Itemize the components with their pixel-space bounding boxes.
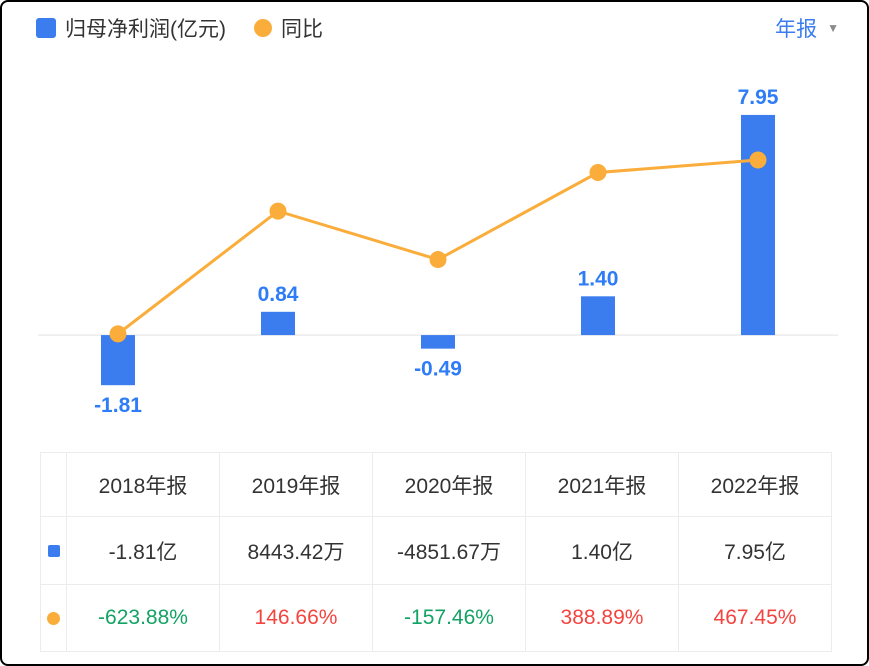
yoy-value-2020: -157.46%: [373, 585, 526, 652]
bar-2021年报: [581, 296, 615, 336]
profit-value-2020: -4851.67万: [373, 517, 526, 585]
legend-bar: 归母净利润(亿元) 同比 年报 ▼: [36, 14, 839, 42]
bar-2022年报: [741, 114, 775, 336]
table-corner-cell: [41, 453, 67, 517]
yoy-line: [117, 158, 759, 336]
profit-value-2019: 8443.42万: [220, 517, 373, 585]
yoy-value-2018: -623.88%: [67, 585, 220, 652]
profit-value-2018: -1.81亿: [67, 517, 220, 585]
legend-item-yoy: 同比: [254, 13, 323, 43]
yoy-value-2022: 467.45%: [679, 585, 832, 652]
yoy-point-2021年报: [589, 164, 607, 182]
bar-value-label-2022年报: 7.95: [738, 86, 779, 109]
dropdown-arrow-icon[interactable]: ▼: [827, 21, 839, 35]
bar-2018年报: [101, 335, 135, 386]
profit-row-marker-icon: [47, 544, 60, 557]
period-dropdown[interactable]: 年报 ▼: [775, 13, 839, 43]
bar-value-label-2019年报: 0.84: [258, 283, 299, 306]
bar-value-label-2021年报: 1.40: [578, 267, 619, 290]
period-dropdown-label[interactable]: 年报: [775, 18, 818, 41]
bar-series-swatch-icon: [36, 18, 56, 38]
bar-series-label: 归母净利润(亿元): [65, 18, 226, 41]
table-header-2019: 2019年报: [220, 453, 373, 517]
bar-value-label-2020年报: -0.49: [414, 358, 462, 381]
profit-value-2022: 7.95亿: [679, 517, 832, 585]
line-series-dot-icon: [254, 19, 272, 37]
report-table: 2018年报 2019年报 2020年报 2021年报 2022年报 -1.81…: [40, 452, 832, 652]
line-series-label: 同比: [281, 18, 323, 41]
yoy-point-2018年报: [109, 325, 127, 343]
yoy-value-2019: 146.66%: [220, 585, 373, 652]
legend-item-net-profit: 归母净利润(亿元): [36, 13, 226, 43]
yoy-point-2022年报: [749, 151, 767, 169]
table-header-2021: 2021年报: [526, 453, 679, 517]
table-header-2020: 2020年报: [373, 453, 526, 517]
bar-value-label-2018年报: -1.81: [94, 394, 142, 417]
yoy-row-marker-icon: [47, 611, 60, 625]
bar-2019年报: [261, 311, 295, 336]
yoy-point-2019年报: [269, 202, 287, 220]
yoy-row-marker-cell: [41, 585, 67, 652]
profit-value-2021: 1.40亿: [526, 517, 679, 585]
table-header-2022: 2022年报: [679, 453, 832, 517]
yoy-value-2021: 388.89%: [526, 585, 679, 652]
table-header-2018: 2018年报: [67, 453, 220, 517]
yoy-point-2020年报: [429, 251, 447, 269]
profit-row-marker-cell: [41, 517, 67, 585]
bar-2020年报: [421, 335, 455, 349]
profit-yoy-chart: -1.81 0.84 -0.49 1.40 7.95: [38, 86, 838, 417]
